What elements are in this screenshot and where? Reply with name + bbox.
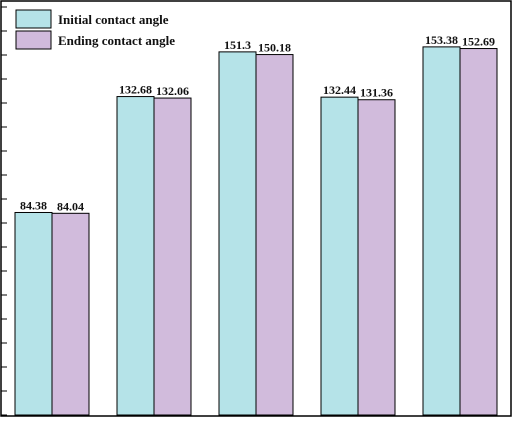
legend-label-ending: Ending contact angle xyxy=(58,33,175,48)
legend: Initial contact angle Ending contact ang… xyxy=(15,9,175,50)
initial-angle-bar xyxy=(218,51,257,416)
legend-label-initial: Initial contact angle xyxy=(58,12,169,27)
legend-swatch-ending xyxy=(15,30,52,50)
ending-angle-bar xyxy=(51,212,90,416)
ending-angle-value-label: 131.36 xyxy=(360,86,393,100)
initial-angle-value-label: 153.38 xyxy=(425,33,458,47)
initial-angle-value-label: 132.68 xyxy=(119,83,152,97)
legend-swatch-initial xyxy=(15,9,52,29)
initial-angle-value-label: 132.44 xyxy=(323,83,356,97)
y-axis-ticks xyxy=(1,6,7,416)
ending-angle-bar xyxy=(357,99,396,416)
ending-angle-value-label: 150.18 xyxy=(258,41,291,55)
initial-angle-bar xyxy=(14,211,53,416)
initial-angle-value-label: 151.3 xyxy=(224,38,251,52)
ending-angle-bar xyxy=(153,97,192,416)
initial-angle-bar xyxy=(320,96,359,416)
ending-angle-value-label: 84.04 xyxy=(57,199,84,213)
ending-angle-value-label: 152.69 xyxy=(462,35,495,49)
data-label-group: 84.38 132.68 151.3 132.44 153.38 84.04 132.06 1… xyxy=(20,33,495,213)
ending-angle-value-label: 132.06 xyxy=(156,84,189,98)
initial-angle-bar xyxy=(422,46,461,416)
ending-angle-bar xyxy=(459,48,498,416)
ending-angle-bar xyxy=(255,54,294,416)
initial-angle-bar xyxy=(116,96,155,416)
bar-series-group xyxy=(14,46,498,416)
initial-angle-value-label: 84.38 xyxy=(20,198,47,212)
